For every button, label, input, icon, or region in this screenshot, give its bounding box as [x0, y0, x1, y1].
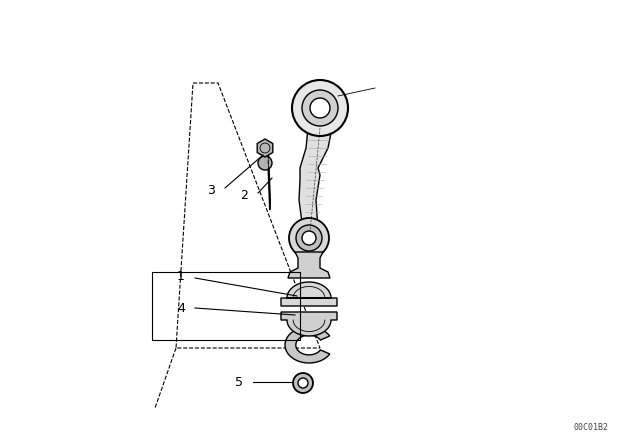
Circle shape	[302, 231, 316, 245]
Circle shape	[258, 156, 272, 170]
Bar	[152, 272, 300, 340]
Polygon shape	[288, 252, 330, 278]
Polygon shape	[268, 147, 270, 210]
Circle shape	[302, 90, 338, 126]
Text: 4: 4	[177, 302, 185, 314]
Circle shape	[298, 378, 308, 388]
Text: 00C01B2: 00C01B2	[573, 423, 608, 432]
Text: 2: 2	[240, 189, 248, 202]
Polygon shape	[257, 139, 273, 157]
Circle shape	[292, 80, 348, 136]
Text: 5: 5	[235, 375, 243, 388]
Text: 1: 1	[177, 270, 185, 283]
Text: 3: 3	[207, 184, 215, 197]
Circle shape	[293, 373, 313, 393]
Circle shape	[310, 98, 330, 118]
Polygon shape	[281, 282, 337, 306]
Circle shape	[289, 218, 329, 258]
Polygon shape	[285, 327, 330, 363]
Circle shape	[296, 225, 322, 251]
Polygon shape	[299, 128, 332, 230]
Polygon shape	[281, 312, 337, 336]
